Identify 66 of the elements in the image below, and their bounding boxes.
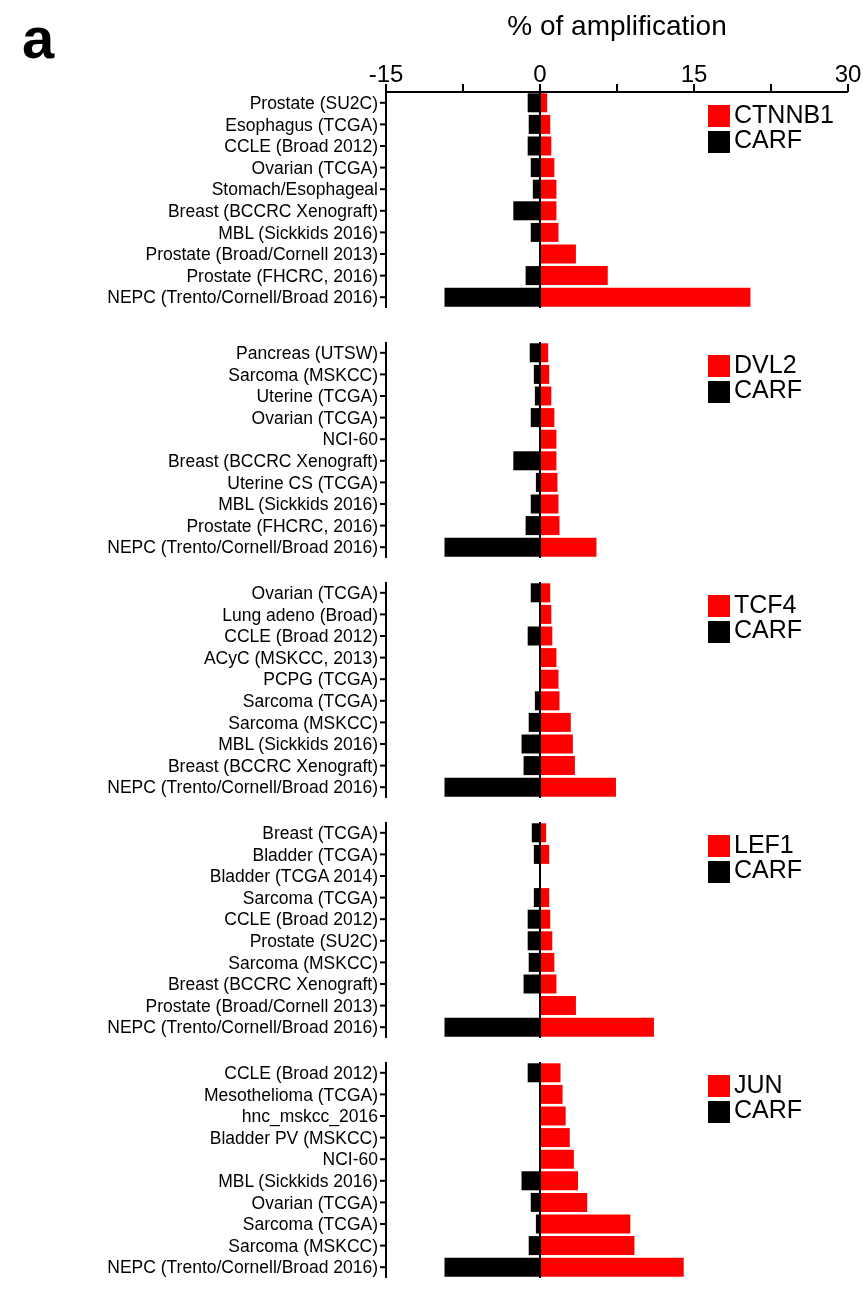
y-tick-label: Lung adeno (Broad) xyxy=(222,604,378,625)
y-tick-label: Mesothelioma (TCGA) xyxy=(203,1084,378,1105)
y-tick-label: Sarcoma (MSKCC) xyxy=(228,364,378,385)
y-tick-label: Sarcoma (MSKCC) xyxy=(228,952,378,973)
y-tick-label: Sarcoma (TCGA) xyxy=(242,887,378,908)
y-tick-label: Sarcoma (TCGA) xyxy=(242,1214,378,1235)
y-tick-label: Breast (BCCRC Xenograft) xyxy=(167,755,378,776)
legend-label: DVL2 xyxy=(734,350,797,378)
y-tick-label: NCI-60 xyxy=(322,429,379,450)
y-tick-label: Prostate (SU2C) xyxy=(249,931,378,952)
y-tick-label: NEPC (Trento/Cornell/Broad 2016) xyxy=(107,1017,378,1038)
y-tick-label: Uterine CS (TCGA) xyxy=(227,472,378,493)
y-tick-label: Prostate (FHCRC, 2016) xyxy=(186,265,378,286)
y-tick-label: Bladder PV (MSKCC) xyxy=(209,1127,378,1148)
y-tick-label: MBL (Sickkids 2016) xyxy=(218,494,378,515)
y-tick-label: Sarcoma (MSKCC) xyxy=(228,1235,378,1256)
y-tick-label: MBL (Sickkids 2016) xyxy=(218,222,378,243)
y-tick-label: Stomach/Esophageal xyxy=(211,179,378,200)
y-tick-label: Breast (BCCRC Xenograft) xyxy=(167,974,378,995)
y-tick-label: NEPC (Trento/Cornell/Broad 2016) xyxy=(107,777,378,798)
y-tick-label: MBL (Sickkids 2016) xyxy=(218,1171,378,1192)
y-tick-label: Uterine (TCGA) xyxy=(256,386,378,407)
x-tick-label: 30 xyxy=(834,60,862,87)
y-tick-label: hnc_mskcc_2016 xyxy=(241,1106,378,1128)
legend-label: LEF1 xyxy=(734,830,794,858)
x-tick-label: 0 xyxy=(533,60,547,87)
legend-label: CTNNB1 xyxy=(734,100,835,128)
y-tick-label: Pancreas (UTSW) xyxy=(236,343,378,364)
legend-label: CARF xyxy=(734,855,803,884)
y-tick-label: CCLE (Broad 2012) xyxy=(224,136,378,157)
y-tick-label: NCI-60 xyxy=(322,1149,379,1170)
y-tick-label: Sarcoma (TCGA) xyxy=(242,691,378,712)
legend-label: TCF4 xyxy=(734,590,797,618)
y-tick-label: Prostate (Broad/Cornell 2013) xyxy=(145,995,378,1016)
y-tick-label: NEPC (Trento/Cornell/Broad 2016) xyxy=(107,537,378,558)
x-tick-label: 15 xyxy=(680,60,708,87)
y-tick-label: Prostate (SU2C) xyxy=(249,93,378,114)
y-tick-label: Ovarian (TCGA) xyxy=(251,407,378,428)
y-tick-label: CCLE (Broad 2012) xyxy=(224,626,378,647)
y-tick-label: PCPG (TCGA) xyxy=(263,669,378,690)
y-tick-label: CCLE (Broad 2012) xyxy=(224,909,378,930)
y-tick-label: Prostate (FHCRC, 2016) xyxy=(186,515,378,536)
y-tick-label: Bladder (TCGA 2014) xyxy=(209,866,378,887)
text: a xyxy=(22,5,55,70)
x-axis-title: % of amplification xyxy=(506,10,728,42)
legend-label: CARF xyxy=(734,375,803,404)
y-tick-label: Ovarian (TCGA) xyxy=(251,157,378,178)
legend-label: CARF xyxy=(734,1095,803,1124)
y-tick-label: Bladder (TCGA) xyxy=(252,844,378,865)
y-tick-label: Ovarian (TCGA) xyxy=(251,1192,378,1213)
y-tick-label: CCLE (Broad 2012) xyxy=(224,1063,378,1084)
y-tick-label: Ovarian (TCGA) xyxy=(251,583,378,604)
y-tick-label: Breast (BCCRC Xenograft) xyxy=(167,451,378,472)
y-tick-label: NEPC (Trento/Cornell/Broad 2016) xyxy=(107,1257,378,1278)
y-tick-label: ACyC (MSKCC, 2013) xyxy=(203,647,378,668)
y-tick-label: Prostate (Broad/Cornell 2013) xyxy=(145,244,378,265)
y-tick-label: Esophagus (TCGA) xyxy=(225,114,378,135)
y-tick-label: NEPC (Trento/Cornell/Broad 2016) xyxy=(107,287,378,308)
y-tick-label: Sarcoma (MSKCC) xyxy=(228,712,378,733)
legend-label: CARF xyxy=(734,615,803,644)
legend-label: CARF xyxy=(734,125,803,154)
y-tick-label: MBL (Sickkids 2016) xyxy=(218,734,378,755)
x-tick-label: -15 xyxy=(368,60,404,87)
y-tick-label: Breast (BCCRC Xenograft) xyxy=(167,201,378,222)
y-tick-label: Breast (TCGA) xyxy=(262,823,378,844)
legend-label: JUN xyxy=(734,1070,783,1098)
